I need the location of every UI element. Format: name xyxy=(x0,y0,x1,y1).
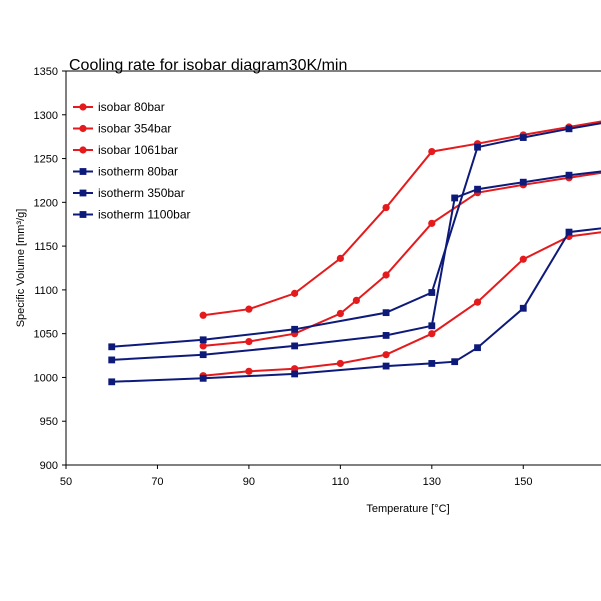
x-axis-label: Temperature [°C] xyxy=(366,503,449,515)
legend-item: isotherm 350bar xyxy=(73,186,185,200)
legend-marker xyxy=(79,146,87,154)
legend-label: isotherm 80bar xyxy=(98,165,178,179)
series-3 xyxy=(108,122,601,351)
y-tick-label: 1200 xyxy=(34,197,58,209)
data-point xyxy=(108,356,116,364)
y-tick-label: 1000 xyxy=(34,372,58,384)
data-point xyxy=(382,332,390,339)
y-tick-label: 900 xyxy=(40,460,58,472)
data-point xyxy=(336,309,344,318)
y-tick-label: 1250 xyxy=(34,154,58,166)
data-point xyxy=(108,343,116,351)
x-tick-label: 110 xyxy=(332,476,350,488)
legend-marker xyxy=(79,189,87,197)
x-tick-label: 70 xyxy=(151,476,163,488)
series-layer xyxy=(108,120,601,386)
data-point xyxy=(519,304,527,312)
series-line xyxy=(203,120,601,317)
data-point xyxy=(245,367,253,375)
y-tick-label: 1350 xyxy=(34,66,58,78)
data-point xyxy=(428,219,436,227)
series-5 xyxy=(108,227,601,386)
data-point xyxy=(382,271,390,279)
legend-marker xyxy=(79,211,87,218)
chart-title: Cooling rate for isobar diagram30K/min xyxy=(69,57,347,74)
y-tick-label: 1050 xyxy=(34,329,58,341)
legend-label: isotherm 1100bar xyxy=(98,208,191,222)
legend-label: isobar 80bar xyxy=(98,100,165,114)
data-point xyxy=(474,344,481,352)
data-point xyxy=(565,171,573,179)
data-point xyxy=(199,311,207,319)
legend-marker xyxy=(79,168,87,175)
series-line xyxy=(111,170,601,361)
legend-label: isotherm 350bar xyxy=(98,186,185,200)
data-point xyxy=(451,194,459,202)
data-point xyxy=(474,185,481,193)
data-point xyxy=(199,342,207,350)
data-point xyxy=(428,147,436,156)
data-point xyxy=(291,370,299,378)
x-tick-labels: 50 70 90 110 130 150 xyxy=(60,476,533,488)
data-point xyxy=(382,351,390,359)
legend-item: isobar 80bar xyxy=(73,100,165,114)
data-point xyxy=(291,365,299,373)
data-point xyxy=(565,228,573,236)
data-point xyxy=(519,134,527,141)
data-point xyxy=(352,296,360,304)
data-point xyxy=(428,289,436,296)
data-point xyxy=(451,358,459,366)
data-point xyxy=(291,325,299,333)
y-axis-label: Specific Volume [mm³/g] xyxy=(15,209,27,328)
legend: isobar 80bar isobar 354bar isobar 1061bar i… xyxy=(73,100,191,222)
x-tick-label: 150 xyxy=(514,476,532,488)
data-point xyxy=(245,305,253,313)
data-point xyxy=(474,143,481,151)
y-tick-labels: 900 950 1000 1050 1100 1150 1200 1250 1300 1350 xyxy=(34,66,58,472)
data-point xyxy=(565,125,573,133)
data-point xyxy=(291,342,299,350)
x-tick-label: 50 xyxy=(60,476,72,488)
data-point xyxy=(382,203,390,212)
legend-item: isotherm 80bar xyxy=(73,165,178,179)
legend-item: isotherm 1100bar xyxy=(73,208,191,222)
x-tick-label: 90 xyxy=(243,476,255,488)
data-point xyxy=(473,298,482,306)
series-4 xyxy=(108,170,601,364)
data-point xyxy=(428,360,436,367)
data-point xyxy=(245,337,253,346)
legend-item: isobar 1061bar xyxy=(73,143,178,157)
y-tick-marks xyxy=(62,70,524,469)
data-point xyxy=(336,359,344,368)
y-tick-label: 1100 xyxy=(34,285,58,297)
legend-marker xyxy=(79,124,87,133)
y-tick-label: 950 xyxy=(40,416,58,428)
data-point xyxy=(199,374,207,382)
legend-label: isobar 1061bar xyxy=(98,143,178,157)
data-point xyxy=(336,254,344,262)
data-point xyxy=(428,322,436,330)
data-point xyxy=(519,178,527,186)
data-point xyxy=(382,309,390,317)
data-point xyxy=(199,351,207,359)
legend-label: isobar 354bar xyxy=(98,122,171,136)
data-point xyxy=(519,255,527,263)
y-tick-label: 1150 xyxy=(34,241,58,253)
x-tick-label: 130 xyxy=(423,476,441,488)
data-point xyxy=(108,378,116,386)
data-point xyxy=(291,289,299,297)
y-tick-label: 1300 xyxy=(34,110,58,122)
series-line xyxy=(111,227,601,383)
data-point xyxy=(199,336,207,344)
data-point xyxy=(382,362,390,370)
legend-item: isobar 354bar xyxy=(73,122,171,136)
legend-marker xyxy=(79,103,87,111)
series-line xyxy=(203,231,601,377)
data-point xyxy=(428,330,436,338)
